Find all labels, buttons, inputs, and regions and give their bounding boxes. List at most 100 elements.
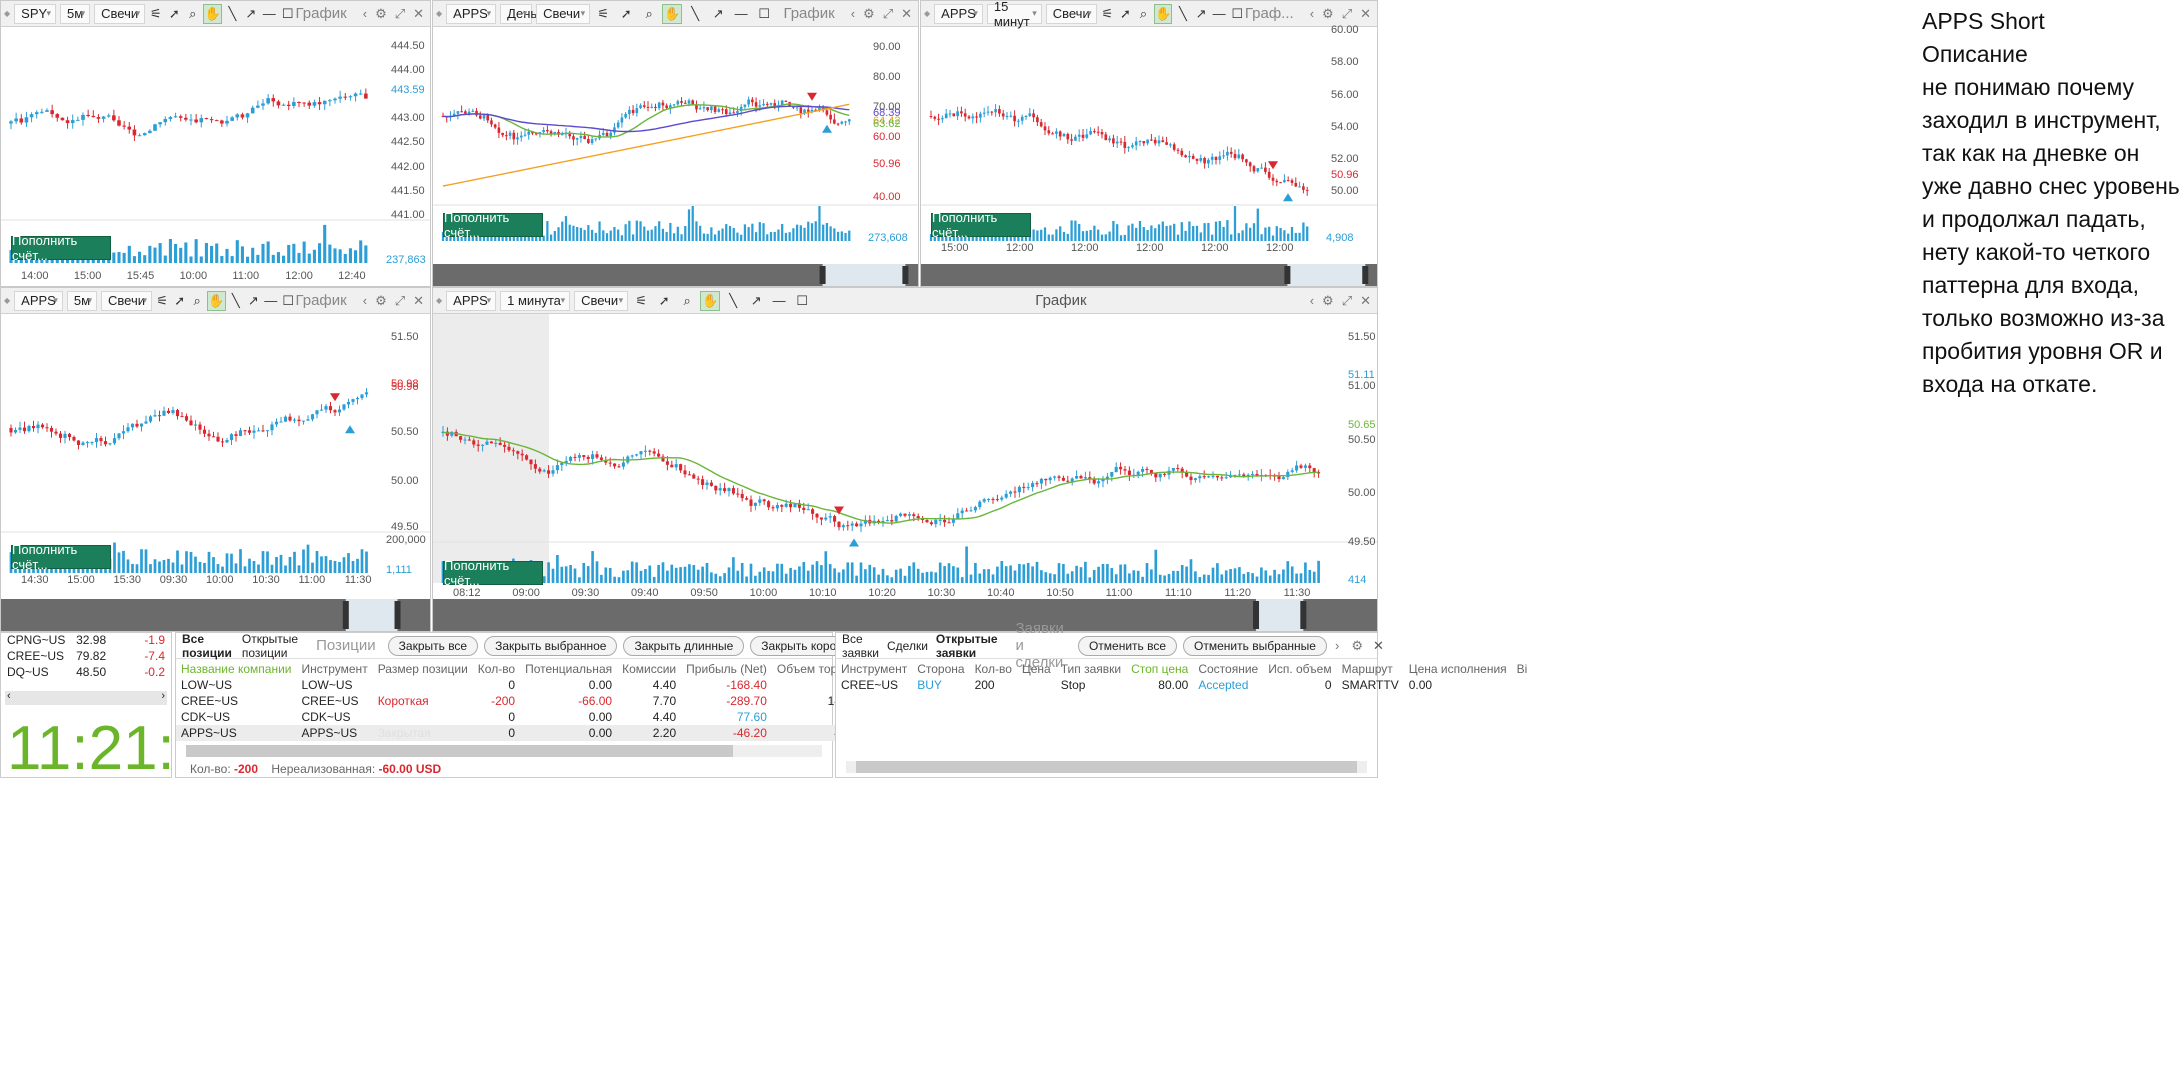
arrow-tool-icon[interactable]: ↗: [750, 292, 762, 308]
navigator-handle[interactable]: [394, 601, 401, 629]
close-icon[interactable]: ✕: [413, 5, 425, 21]
chevron-right-icon[interactable]: ›: [1334, 638, 1340, 653]
chart-canvas[interactable]: 444.50 444.00 443.59 443.00 442.50 442.00 441.…: [1, 1, 431, 287]
navigator-bar[interactable]: [433, 264, 919, 286]
zoom-icon[interactable]: ⌕: [1139, 5, 1148, 21]
column-header[interactable]: Цена: [1021, 662, 1051, 676]
horizontal-line-icon[interactable]: —: [262, 6, 276, 21]
arrow-tool-icon[interactable]: ↗: [712, 5, 724, 21]
hand-pan-icon[interactable]: ✋: [203, 3, 222, 24]
fund-account-button[interactable]: Пополнить счёт...: [443, 558, 543, 588]
gear-icon[interactable]: ⚙: [375, 292, 387, 308]
cursor-icon[interactable]: ➚: [1119, 5, 1131, 21]
column-header[interactable]: Название компании: [181, 662, 292, 676]
panel-pin-icon[interactable]: ◆: [924, 9, 931, 18]
interval-selector[interactable]: 5м ▾: [59, 3, 91, 24]
column-header[interactable]: Состояние: [1198, 662, 1259, 676]
column-header[interactable]: Объем торгов: [776, 662, 855, 676]
navigator-handle[interactable]: [1362, 266, 1369, 284]
panel-pin-icon[interactable]: ◆: [436, 296, 443, 305]
arrow-tool-icon[interactable]: ↗: [1195, 5, 1207, 21]
chart-type-selector[interactable]: Свечи ▾: [94, 3, 146, 24]
navigator-handle[interactable]: [819, 266, 826, 284]
tab-trades[interactable]: Сделки: [887, 638, 928, 653]
cursor-icon[interactable]: ➚: [658, 292, 670, 308]
symbol-selector[interactable]: APPS ▾: [14, 290, 63, 311]
close-long-button[interactable]: Закрыть длинные: [623, 635, 745, 656]
crosshair-settings-icon[interactable]: ⚟: [150, 5, 162, 21]
rectangle-tool-icon[interactable]: ☐: [758, 5, 770, 21]
chevron-left-icon[interactable]: ‹: [1309, 292, 1315, 308]
orders-scrollbar[interactable]: [846, 761, 1367, 773]
watchlist-row[interactable]: CPNG~US 32.98 -1.9: [1, 633, 171, 649]
column-header[interactable]: Комиссии: [622, 662, 677, 676]
horizontal-line-icon[interactable]: —: [734, 6, 748, 21]
gear-icon[interactable]: ⚙: [1322, 292, 1334, 308]
expand-icon[interactable]: ⤢: [1341, 5, 1353, 21]
panel-pin-icon[interactable]: ◆: [4, 296, 11, 305]
tab-all-orders[interactable]: Все заявки: [842, 631, 880, 660]
navigator-window[interactable]: [1256, 599, 1304, 631]
chart-type-selector[interactable]: Свечи ▾: [574, 290, 629, 311]
column-header[interactable]: Кол-во: [974, 662, 1012, 676]
column-header[interactable]: Инструмент: [841, 662, 908, 676]
hand-pan-icon[interactable]: ✋: [662, 3, 683, 24]
horizontal-line-icon[interactable]: —: [264, 293, 278, 308]
interval-selector[interactable]: 1 минута ▾: [500, 290, 571, 311]
order-row[interactable]: CREE~US BUY 200 Stop 80.00 Accepted 0 SMARTTV 0.…: [836, 677, 1532, 693]
close-all-button[interactable]: Закрыть все: [387, 635, 479, 656]
interval-selector[interactable]: 15 минут ▾: [986, 1, 1042, 29]
column-header[interactable]: Стоп цена: [1131, 662, 1189, 676]
symbol-selector[interactable]: APPS ▾: [446, 290, 497, 311]
expand-icon[interactable]: ⤢: [394, 5, 406, 21]
positions-scrollbar[interactable]: [186, 745, 822, 757]
zoom-icon[interactable]: ⌕: [189, 5, 197, 21]
gear-icon[interactable]: ⚙: [375, 5, 387, 21]
line-tool-icon[interactable]: ╲: [231, 292, 240, 308]
horizontal-line-icon[interactable]: —: [772, 293, 786, 308]
column-header[interactable]: Потенциальная: [525, 662, 613, 676]
fund-account-button[interactable]: Пополнить счёт...: [11, 542, 111, 572]
column-header[interactable]: Ві: [1516, 662, 1528, 676]
arrow-tool-icon[interactable]: ↗: [245, 5, 257, 21]
tab-open-orders[interactable]: Открытые заявки: [935, 631, 998, 660]
chevron-left-icon[interactable]: ‹: [1309, 5, 1315, 21]
scroll-right-icon[interactable]: ›: [161, 690, 165, 702]
cursor-icon[interactable]: ➚: [168, 5, 180, 21]
chart-type-selector[interactable]: Свечи ▾: [536, 3, 591, 24]
fund-account-button[interactable]: Пополнить счёт...: [443, 210, 543, 240]
navigator-handle[interactable]: [1253, 601, 1260, 629]
expand-icon[interactable]: ⤢: [394, 292, 406, 308]
interval-selector[interactable]: 5м ▾: [66, 290, 98, 311]
crosshair-settings-icon[interactable]: ⚟: [1101, 5, 1114, 21]
chevron-left-icon[interactable]: ‹: [362, 5, 368, 21]
hand-pan-icon[interactable]: ✋: [207, 290, 226, 311]
cursor-icon[interactable]: ➚: [620, 5, 632, 21]
gear-icon[interactable]: ⚙: [1322, 5, 1334, 21]
panel-pin-icon[interactable]: ◆: [4, 9, 11, 18]
column-header[interactable]: Сторона: [917, 662, 965, 676]
column-header[interactable]: Исп. объем: [1268, 662, 1332, 676]
close-icon[interactable]: ✕: [1360, 5, 1371, 21]
line-tool-icon[interactable]: ╲: [691, 5, 700, 21]
navigator-window[interactable]: [822, 264, 906, 286]
gear-icon[interactable]: ⚙: [863, 5, 875, 21]
fund-account-button[interactable]: Пополнить счёт...: [931, 210, 1031, 240]
crosshair-settings-icon[interactable]: ⚟: [635, 292, 647, 308]
tab-open-positions[interactable]: Открытые позиции: [241, 631, 299, 660]
navigator-handle[interactable]: [1300, 601, 1307, 629]
close-icon[interactable]: ✕: [413, 292, 425, 308]
column-header[interactable]: Кол-во: [477, 662, 516, 676]
watchlist-row[interactable]: DQ~US 48.50 -0.2: [1, 665, 171, 681]
symbol-selector[interactable]: APPS ▾: [934, 3, 983, 24]
zoom-icon[interactable]: ⌕: [645, 5, 653, 21]
close-icon[interactable]: ✕: [901, 5, 912, 21]
close-selected-button[interactable]: Закрыть выбранное: [484, 635, 618, 656]
column-header[interactable]: Инструмент: [301, 662, 368, 676]
cancel-all-button[interactable]: Отменить все: [1077, 635, 1178, 656]
scroll-left-icon[interactable]: ‹: [7, 690, 11, 702]
watchlist-row[interactable]: CREE~US 79.82 -7.4: [1, 649, 171, 665]
chart-type-selector[interactable]: Свечи ▾: [101, 290, 152, 311]
